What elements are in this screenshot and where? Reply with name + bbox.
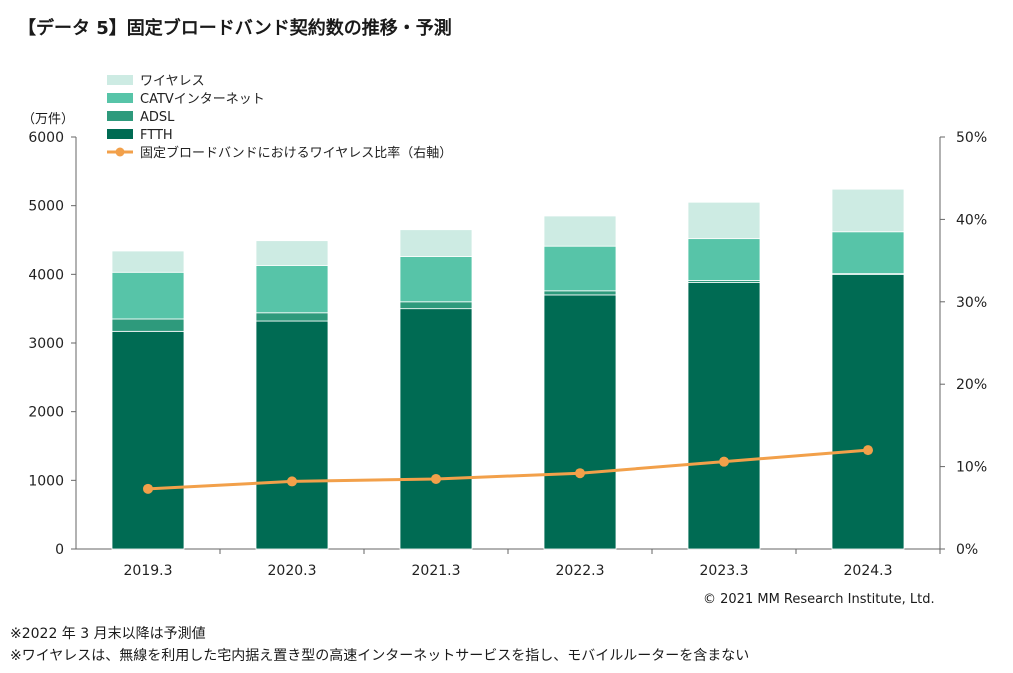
legend-label: 固定ブロードバンドにおけるワイヤレス比率（右軸）	[140, 145, 452, 161]
y-left-tick-label: 3000	[28, 336, 64, 352]
wireless-ratio-point	[863, 445, 873, 456]
wireless-ratio-point	[575, 468, 585, 479]
chart-title: 【データ 5】固定ブロードバンド契約数の推移・予測	[18, 18, 452, 39]
x-tick-label: 2021.3	[412, 563, 461, 579]
legend-label: CATVインターネット	[140, 92, 265, 107]
y-right-tick-label: 10%	[956, 460, 987, 476]
legend-swatch	[107, 93, 133, 103]
legend-label: ADSL	[140, 110, 175, 125]
copyright: © 2021 MM Research Institute, Ltd.	[703, 592, 935, 607]
y-left-tick-label: 1000	[28, 473, 64, 489]
bar-ftth-segment	[255, 320, 329, 550]
y-right-tick-label: 30%	[956, 295, 987, 311]
legend-swatch	[107, 129, 133, 139]
bar---segment	[255, 240, 329, 266]
x-tick-label: 2023.3	[700, 563, 749, 579]
bar-ftth-segment	[399, 308, 473, 550]
bar---segment	[543, 215, 617, 247]
bar---segment	[831, 188, 905, 233]
y-right-tick-label: 20%	[956, 377, 987, 393]
wireless-ratio-point	[431, 473, 441, 484]
legend-label: ワイヤレス	[140, 74, 205, 89]
bar-adsl-segment	[543, 290, 617, 296]
bar-adsl-segment	[255, 312, 329, 322]
bar-ftth-segment	[111, 330, 185, 550]
bar-adsl-segment	[399, 301, 473, 310]
bar-ftth-segment	[831, 273, 905, 550]
x-tick-label: 2022.3	[556, 563, 605, 579]
bar-catv--segment	[687, 238, 761, 281]
wireless-ratio-line	[147, 448, 869, 491]
bar---segment	[687, 201, 761, 240]
bar-catv--segment	[543, 245, 617, 292]
x-tick-label: 2020.3	[268, 563, 317, 579]
y-left-tick-label: 6000	[28, 130, 64, 146]
bar-catv--segment	[399, 256, 473, 303]
bar-ftth-segment	[687, 282, 761, 550]
legend-swatch	[107, 111, 133, 121]
wireless-ratio-point	[143, 483, 153, 494]
bar-catv--segment	[255, 265, 329, 314]
bar-catv--segment	[831, 231, 905, 275]
y-left-tick-label: 5000	[28, 199, 64, 215]
y-axis-unit-label: （万件）	[22, 112, 75, 127]
x-tick-label: 2019.3	[124, 563, 173, 579]
wireless-ratio-point	[719, 456, 729, 467]
wireless-ratio-point	[287, 476, 297, 487]
y-left-tick-label: 0	[55, 542, 64, 558]
x-tick-label: 2024.3	[844, 563, 893, 579]
legend-line-marker	[115, 147, 125, 157]
bar---segment	[399, 229, 473, 257]
y-left-tick-label: 4000	[28, 267, 64, 283]
legend-label: FTTH	[140, 128, 173, 143]
footnote-forecast: ※2022 年 3 月末以降は予測値	[10, 626, 206, 642]
bar---segment	[111, 250, 185, 273]
bar-catv--segment	[111, 271, 185, 320]
y-right-tick-label: 50%	[956, 130, 987, 146]
y-left-tick-label: 2000	[28, 405, 64, 421]
bar-adsl-segment	[111, 318, 185, 332]
bar-ftth-segment	[543, 294, 617, 550]
y-right-tick-label: 40%	[956, 212, 987, 228]
footnote-wireless-definition: ※ワイヤレスは、無線を利用した宅内据え置き型の高速インターネットサービスを指し、…	[10, 648, 750, 664]
y-right-tick-label: 0%	[956, 542, 978, 558]
legend-swatch	[107, 75, 133, 85]
